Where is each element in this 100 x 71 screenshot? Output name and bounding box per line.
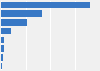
Bar — [1, 11, 42, 17]
Bar — [1, 63, 2, 69]
Bar — [1, 2, 90, 8]
Bar — [1, 19, 27, 26]
Bar — [1, 54, 3, 60]
Bar — [1, 37, 4, 43]
Bar — [1, 45, 4, 52]
Bar — [1, 28, 11, 34]
